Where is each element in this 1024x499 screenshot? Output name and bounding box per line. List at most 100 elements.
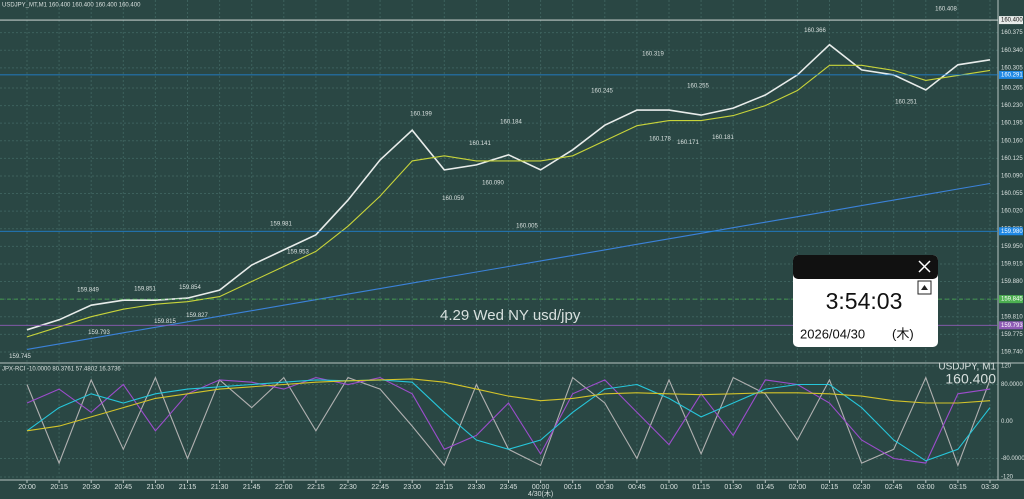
y-tick-label: 159.880: [1001, 279, 1023, 285]
x-tick-label: 22:15: [307, 484, 325, 491]
price-marker-label: 159.793: [1001, 323, 1023, 329]
high-low-label: 160.005: [516, 223, 538, 229]
pin-icon: [921, 285, 928, 290]
clock-widget: 3:54:03 2026/04/30 (木): [793, 255, 938, 347]
x-tick-label: 03:15: [949, 484, 967, 491]
y-tick-label: 159.950: [1001, 244, 1023, 250]
clock-weekday: (木): [892, 326, 914, 341]
y-tick-label: 159.810: [1001, 314, 1023, 320]
high-low-label: 160.245: [591, 89, 613, 95]
y-tick-label: 160.305: [1001, 65, 1023, 71]
x-tick-label: 21:30: [211, 484, 229, 491]
chart-subtitle: 4.29 Wed NY usd/jpy: [440, 307, 581, 324]
clock-time: 3:54:03: [826, 288, 903, 314]
y-tick-label: 160.195: [1001, 121, 1023, 127]
series-line: [26, 43, 991, 331]
x-tick-label: 01:15: [692, 484, 710, 491]
x-tick-label: 00:00: [532, 484, 550, 491]
series-line: [26, 378, 991, 432]
price-marker-label: 159.980: [1001, 229, 1023, 235]
price-marker: [999, 70, 1023, 79]
y-tick-label: 160.125: [1001, 156, 1023, 162]
y-tick-label: 0.00: [1001, 419, 1013, 425]
x-tick-label: 00:15: [564, 484, 582, 491]
high-low-label: 159.854: [179, 285, 201, 291]
x-tick-label: 03:30: [981, 484, 999, 491]
x-tick-label: 22:00: [275, 484, 293, 491]
x-tick-label: 23:00: [403, 484, 421, 491]
high-low-label: 160.366: [804, 28, 826, 34]
high-low-label: 160.319: [642, 51, 664, 57]
high-low-label: 160.171: [677, 140, 699, 146]
y-tick-label: 160.055: [1001, 191, 1023, 197]
x-tick-label: 02:30: [853, 484, 871, 491]
x-tick-label: 21:00: [147, 484, 165, 491]
y-tick-label: 159.915: [1001, 262, 1023, 268]
x-tick-label: 20:15: [50, 484, 68, 491]
panel-subtitle: 160.400: [945, 371, 996, 387]
y-tick-label: 159.740: [1001, 350, 1023, 356]
high-low-label: 160.181: [712, 135, 734, 141]
x-tick-label: 01:45: [757, 484, 775, 491]
close-button[interactable]: [918, 260, 931, 273]
x-tick-label: 22:30: [339, 484, 357, 491]
pin-button[interactable]: [917, 280, 932, 295]
x-tick-label: 23:45: [500, 484, 518, 491]
chart-title: USDJPY_MT,M1 160.400 160.400 160.400 160…: [2, 3, 141, 9]
x-tick-label: 02:00: [789, 484, 807, 491]
high-low-label: 159.827: [186, 313, 208, 319]
x-tick-label: 23:15: [436, 484, 454, 491]
clock-header: [793, 255, 938, 279]
high-low-label: 159.851: [134, 287, 156, 293]
y-tick-label: 160.020: [1001, 209, 1023, 215]
series-line: [26, 379, 991, 462]
x-tick-label: 22:45: [371, 484, 389, 491]
y-tick-label: 80.0000: [1001, 382, 1023, 388]
price-marker: [999, 227, 1023, 236]
x-tick-label: 00:30: [596, 484, 614, 491]
high-low-label: 160.141: [469, 141, 491, 147]
x-tick-label: 00:45: [628, 484, 646, 491]
series-line: [26, 182, 991, 350]
y-tick-label: 120: [1001, 364, 1012, 370]
date-label: 4/30(木): [528, 489, 553, 498]
price-marker-label: 160.291: [1001, 72, 1023, 78]
high-low-label: 159.849: [77, 288, 99, 294]
high-low-label: 160.255: [687, 84, 709, 90]
y-tick-label: 160.090: [1001, 174, 1023, 180]
high-low-label: 160.184: [500, 119, 522, 125]
x-tick-label: 01:00: [660, 484, 678, 491]
price-marker-label: 160.400: [1001, 18, 1023, 24]
high-low-label: 160.408: [935, 7, 957, 13]
x-tick-label: 23:30: [468, 484, 486, 491]
price-marker: [999, 321, 1023, 330]
y-tick-label: 160.375: [1001, 30, 1023, 36]
y-tick-label: 160.265: [1001, 86, 1023, 92]
x-tick-label: 20:45: [115, 484, 133, 491]
indicator-label: JPX-RCI -10.0000 80.3761 57.4802 16.3736: [2, 367, 121, 373]
series-line: [26, 64, 991, 338]
x-tick-label: 03:00: [917, 484, 935, 491]
high-low-label: 159.793: [88, 330, 110, 336]
high-low-label: 160.251: [895, 100, 917, 106]
high-low-label: 160.178: [649, 136, 671, 142]
x-tick-label: 21:15: [179, 484, 197, 491]
price-marker-label: 159.845: [1001, 297, 1023, 303]
y-tick-label: 160.340: [1001, 48, 1023, 54]
y-tick-label: 159.775: [1001, 332, 1023, 338]
price-marker: [999, 16, 1023, 25]
high-low-label: 159.953: [287, 249, 309, 255]
y-tick-label: -120: [1001, 475, 1014, 481]
x-tick-label: 02:45: [885, 484, 903, 491]
y-tick-label: 160.160: [1001, 138, 1023, 144]
clock-date: 2026/04/30: [800, 326, 865, 341]
high-low-label: 159.815: [154, 319, 176, 325]
high-low-label: 159.745: [9, 354, 31, 360]
high-low-label: 160.059: [442, 196, 464, 202]
price-marker: [999, 295, 1023, 304]
y-tick-label: -80.0000: [1001, 456, 1024, 462]
high-low-label: 160.090: [482, 181, 504, 187]
x-tick-label: 20:00: [18, 484, 36, 491]
